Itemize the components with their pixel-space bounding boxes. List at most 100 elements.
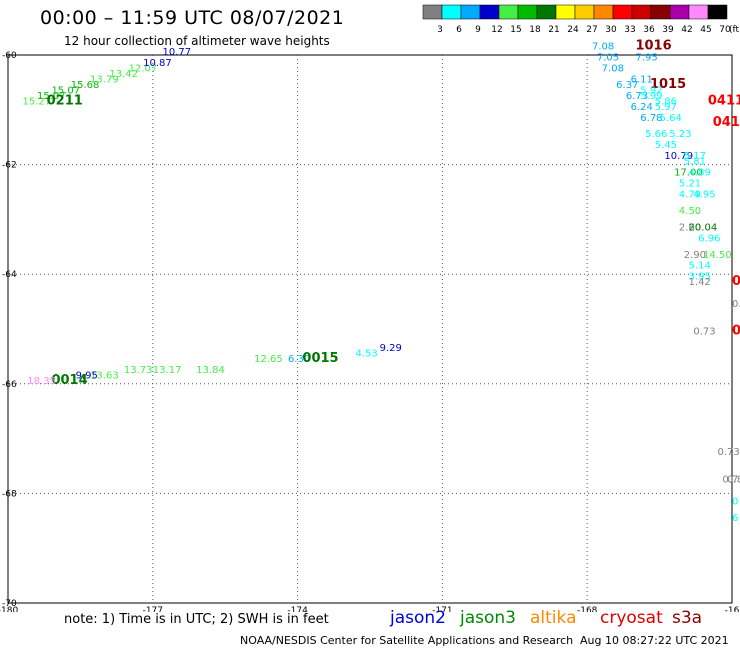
wave-height-point: 5.23 <box>669 129 691 140</box>
wave-height-point: 7.08 <box>592 42 614 53</box>
wave-height-point: 3.95 <box>689 272 711 283</box>
wave-height-point: 13.84 <box>196 365 225 376</box>
legend-label: 21 <box>548 25 559 35</box>
pass-time-label: 1016 <box>635 39 671 54</box>
wave-height-point: 7.08 <box>602 63 624 74</box>
wave-height-point: 13.73 <box>124 365 153 376</box>
pass-time-label: 1015 <box>650 77 686 92</box>
wave-height-point: 4.89 <box>689 168 711 179</box>
legend-label: 70 <box>719 25 731 35</box>
pass-time-label: 0411 <box>708 93 740 108</box>
x-tick-label: -168 <box>577 606 598 612</box>
wave-height-point: 1.42 <box>689 277 711 288</box>
wave-height-point: 5.86 <box>655 96 677 107</box>
wave-height-point: 5.21 <box>679 179 701 190</box>
legend-label: 33 <box>624 25 635 35</box>
wave-height-point: 17.00 <box>674 168 703 179</box>
satellite-label-s3a: s3a <box>672 608 703 628</box>
wave-height-point: 0. <box>732 299 740 310</box>
wave-height-point: 13.42 <box>109 69 138 80</box>
wave-height-point: 7.05 <box>597 52 619 63</box>
wave-height-point: 6.24 <box>631 102 653 113</box>
x-tick-label: -171 <box>432 606 452 612</box>
pass-time-label: 0211 <box>47 93 83 108</box>
wave-height-point: 15.27 <box>22 96 51 107</box>
satellite-label-jason2: jason2 <box>390 608 446 628</box>
wave-height-point: 4.53 <box>356 348 378 359</box>
x-tick-label: -16 <box>725 606 740 612</box>
legend-label: 27 <box>586 25 597 35</box>
wave-height-point: 6.78 <box>640 113 662 124</box>
pass-time-label: 04 <box>732 323 740 338</box>
wave-height-point: 9.95 <box>76 370 98 381</box>
wave-height-point: 6.30 <box>288 354 310 365</box>
y-tick-label: -70 <box>2 599 17 609</box>
footer-date: Aug 10 08:27:22 UTC 2021 <box>580 634 729 647</box>
wave-height-point: 6.37 <box>616 80 638 91</box>
x-tick-label: -177 <box>143 606 163 612</box>
wave-height-point: 0 <box>732 496 738 507</box>
footer-credit: NOAA/NESDIS Center for Satellite Applica… <box>240 634 574 647</box>
wave-height-point: 5.17 <box>684 151 706 162</box>
wave-height-point: 5.81 <box>684 157 706 168</box>
wave-height-point: 13.17 <box>153 365 182 376</box>
legend-label: 6 <box>456 25 462 35</box>
wave-height-point: 6 <box>732 513 738 524</box>
wave-height-point: 2.60 <box>679 222 701 233</box>
wave-height-point: 5.14 <box>689 261 711 272</box>
wave-height-point: 5.64 <box>660 113 682 124</box>
pass-time-label: 0410 <box>732 274 740 289</box>
chart-title: 00:00 – 11:59 UTC 08/07/2021 <box>40 7 345 29</box>
wave-height-point: 10.87 <box>143 58 172 69</box>
wave-height-plot: -180 -177 -174 -171 -168 -16 -60 -62 -64 -66 -68 -7… <box>0 39 740 612</box>
y-tick-label: -68 <box>2 489 17 499</box>
satellite-label-altika: altika <box>530 608 577 628</box>
y-tick-label: -60 <box>2 51 17 61</box>
legend-label: 18 <box>529 25 541 35</box>
wave-height-point: 6.73 <box>626 91 648 102</box>
wave-height-point: 15.07 <box>37 91 66 102</box>
y-tick-label: -64 <box>2 270 17 280</box>
wave-height-point: 10.79 <box>664 151 693 162</box>
wave-height-point: 5.97 <box>655 102 677 113</box>
wave-height-point: 4.79 <box>679 189 701 200</box>
x-tick-label: -174 <box>287 606 308 612</box>
wave-height-point: 14.50 <box>703 250 732 261</box>
chart-subtitle: 12 hour collection of altimeter wave hei… <box>64 34 330 48</box>
wave-height-point: 5.99 <box>640 91 662 102</box>
legend-label: 36 <box>643 25 655 35</box>
wave-height-point: 10.77 <box>162 47 191 58</box>
wave-height-point: 12.65 <box>254 354 283 365</box>
legend-label: 24 <box>567 25 579 35</box>
wave-height-point: 2.90 <box>684 250 706 261</box>
y-tick-label: -62 <box>2 161 17 171</box>
wave-height-point: 0.73 <box>722 474 740 485</box>
wave-height-point: 0.73 <box>718 447 740 458</box>
wave-height-point: 13.79 <box>90 74 119 85</box>
satellite-label-cryosat: cryosat <box>600 608 663 628</box>
wave-height-point: 4.95 <box>693 189 715 200</box>
wave-height-point: 5.92 <box>640 85 662 96</box>
pass-time-label: 0014 <box>51 373 87 388</box>
wave-height-point: 15.07 <box>51 85 80 96</box>
pass-time-label: 0015 <box>302 351 338 366</box>
wave-height-point: 18.35 <box>27 376 56 387</box>
legend-swatch <box>707 4 728 20</box>
wave-height-point: 12.07 <box>129 63 158 74</box>
wave-height-point: 0.73 <box>693 326 715 337</box>
footer-note: note: 1) Time is in UTC; 2) SWH is in fe… <box>64 612 329 627</box>
legend-label: 12 <box>491 25 502 35</box>
wave-height-point: 0.8 <box>727 474 740 485</box>
wave-height-point: 7.95 <box>635 52 657 63</box>
wave-height-point: 15.68 <box>71 80 100 91</box>
wave-height-point: 4.50 <box>679 206 701 217</box>
wave-height-point: 6.11 <box>631 74 653 85</box>
wave-height-point: 9.29 <box>380 343 402 354</box>
legend-label: 30 <box>605 25 617 35</box>
legend-unit: (ft) <box>729 25 740 35</box>
wave-height-point: 5.45 <box>655 140 677 151</box>
wave-height-point: 20.04 <box>689 222 718 233</box>
legend-label: 15 <box>510 25 521 35</box>
legend-label: 9 <box>475 25 481 35</box>
